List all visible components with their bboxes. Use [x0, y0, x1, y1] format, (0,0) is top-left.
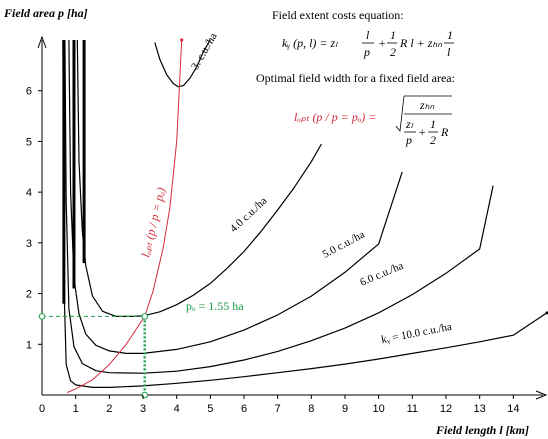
optimal-point-label: pₒ = 1.55 ha: [186, 299, 244, 313]
x-tick-label: 3: [140, 403, 146, 415]
equation-mid: R l + zₕₙ: [399, 36, 442, 50]
equation-frac3-den: l: [447, 45, 451, 59]
curve-end-marker: [545, 311, 548, 315]
x-tick-label: 6: [241, 403, 247, 415]
y-axis-title: Field area p [ha]: [3, 6, 88, 20]
optimal-lhs: lₒₚₜ (p / p = pₒ) =: [294, 110, 376, 124]
y-tick-label: 6: [26, 86, 32, 98]
optimal-den-den: p: [405, 133, 412, 147]
x-axis-arrow: [535, 390, 548, 400]
curves: [38, 38, 548, 399]
optimal-den-half-num: 1: [430, 117, 436, 131]
optimal-den-half-den: 2: [430, 133, 436, 147]
x-tick-label: 8: [308, 403, 314, 415]
x-tick-label: 1: [73, 403, 79, 415]
optimal-den-num: zₗ: [405, 117, 414, 131]
cost-equation: kᵧ (p, l) = zₗ l p + 1 2 R l + zₕₙ 1 l: [282, 28, 454, 59]
optimal-title: Optimal field width for a fixed field ar…: [256, 71, 455, 85]
x-tick-label: 5: [207, 403, 213, 415]
equation-plus: +: [378, 36, 386, 50]
equation-frac2-den: 2: [390, 45, 396, 59]
x-tick-label: 14: [507, 403, 519, 415]
cost-curve-4: [62, 39, 548, 388]
optimal-point-marker: [141, 313, 148, 320]
y-tick-label: 2: [26, 289, 32, 301]
equation-frac1-den: p: [363, 45, 370, 59]
curve-label: 5.0 c.u./ha: [321, 229, 367, 261]
x-axis-title: Field length l [km]: [435, 423, 529, 437]
optimal-equation: lₒₚₜ (p / p = pₒ) = zₕₙ zₗ p + 1 2 R: [294, 95, 452, 147]
optimal-curve-end-marker: [180, 38, 184, 42]
y-tick-label: 3: [26, 238, 32, 250]
y-tick-label: 1: [26, 339, 32, 351]
axes: [37, 35, 548, 400]
x-tick-label: 9: [342, 403, 348, 415]
x-tick-label: 7: [275, 403, 281, 415]
x-tick-label: 11: [407, 403, 418, 415]
y-tick-label: 5: [26, 136, 32, 148]
curve-label: 6.0 c.u./ha: [358, 260, 405, 289]
y-tick-label: 4: [26, 187, 32, 199]
x-tick-label: 12: [440, 403, 452, 415]
cost-curve-0: [154, 39, 211, 88]
equation-frac3-num: 1: [447, 28, 453, 42]
curve-label: kᵧ = 10.0 c.u./ha: [380, 321, 453, 346]
x-tick-label: 10: [373, 403, 385, 415]
equation-title: Field extent costs equation:: [272, 8, 404, 22]
optimal-y-marker: [38, 313, 46, 320]
x-tick-label: 13: [474, 403, 486, 415]
curve-label: 3. c.u./ha: [189, 31, 220, 72]
optimal-num: zₕₙ: [419, 98, 435, 112]
x-tick-label: 2: [106, 403, 112, 415]
cost-curve-2: [68, 39, 403, 354]
equation-lhs: kᵧ (p, l) = zₗ: [282, 36, 338, 50]
equation-frac2-num: 1: [390, 28, 396, 42]
cost-curve-3: [64, 39, 494, 374]
optimal-den-r: R: [440, 125, 449, 139]
equation-frac1-num: l: [366, 28, 370, 42]
x-tick-label: 4: [174, 403, 180, 415]
x-tick-label: 0: [39, 403, 45, 415]
optimal-den-plus: +: [418, 125, 426, 139]
cost-curve-1: [76, 39, 322, 317]
y-axis-arrow: [37, 35, 47, 49]
